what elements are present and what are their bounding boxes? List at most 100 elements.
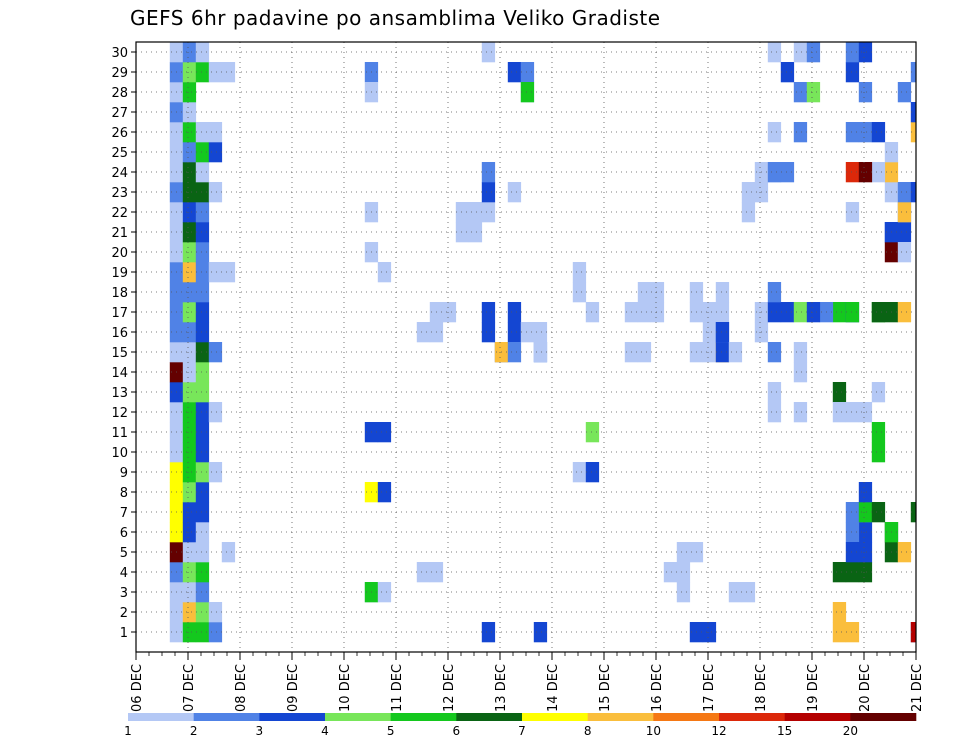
heatmap-cell xyxy=(741,582,756,603)
heatmap-cell xyxy=(858,122,873,143)
heatmap-cell xyxy=(793,42,808,63)
heatmap-cell xyxy=(195,42,210,63)
heatmap-cell xyxy=(858,482,873,503)
heatmap-cell xyxy=(767,302,782,323)
heatmap-cell xyxy=(910,102,917,123)
heatmap-cell xyxy=(897,222,912,243)
heatmap-cell xyxy=(702,622,717,643)
heatmap-cell xyxy=(676,562,691,583)
heatmap-cell xyxy=(208,182,223,203)
heatmap-cell xyxy=(858,402,873,423)
colorbar-swatch xyxy=(193,713,260,721)
heatmap-cell xyxy=(845,302,860,323)
heatmap-cell xyxy=(182,442,197,463)
heatmap-cell xyxy=(897,82,912,103)
heatmap-cell xyxy=(195,62,210,83)
heatmap-cell xyxy=(221,62,236,83)
heatmap-cell xyxy=(728,342,743,363)
y-tick-label: 14 xyxy=(111,366,128,381)
heatmap-cell xyxy=(507,62,522,83)
heatmap-cell xyxy=(182,282,197,303)
heatmap-cell xyxy=(858,42,873,63)
heatmap-cell xyxy=(182,402,197,423)
heatmap-cell xyxy=(676,582,691,603)
heatmap-cell xyxy=(182,322,197,343)
heatmap-cell xyxy=(481,42,496,63)
y-tick-label: 16 xyxy=(111,326,128,341)
heatmap-cell xyxy=(832,622,847,643)
x-tick-label: 19 DEC xyxy=(806,664,821,712)
heatmap-cell xyxy=(845,122,860,143)
y-tick-label: 15 xyxy=(111,346,128,361)
heatmap-cell xyxy=(702,322,717,343)
heatmap-cell xyxy=(182,602,197,623)
colorbar-label: 3 xyxy=(256,724,264,738)
y-tick-label: 19 xyxy=(111,266,128,281)
y-tick-label: 4 xyxy=(120,566,128,581)
heatmap-cell xyxy=(195,482,210,503)
heatmap-cell xyxy=(702,302,717,323)
heatmap-cell xyxy=(195,202,210,223)
heatmap-cell xyxy=(182,622,197,643)
heatmap-cell xyxy=(845,62,860,83)
y-tick-label: 2 xyxy=(120,606,128,621)
y-tick-label: 30 xyxy=(111,46,128,61)
heatmap-cell xyxy=(195,382,210,403)
y-tick-label: 18 xyxy=(111,286,128,301)
heatmap-cell xyxy=(195,362,210,383)
heatmap-cell xyxy=(182,462,197,483)
heatmap-cell xyxy=(845,542,860,563)
heatmap-cell xyxy=(507,302,522,323)
x-tick-label: 18 DEC xyxy=(754,664,769,712)
heatmap-cell xyxy=(520,62,535,83)
heatmap-cell xyxy=(182,242,197,263)
heatmap-cell xyxy=(377,482,392,503)
heatmap-cell xyxy=(845,622,860,643)
heatmap-cell xyxy=(520,322,535,343)
heatmap-cell xyxy=(208,602,223,623)
heatmap-cell xyxy=(195,562,210,583)
y-tick-label: 25 xyxy=(111,146,128,161)
heatmap-cell xyxy=(195,602,210,623)
heatmap-cell xyxy=(845,42,860,63)
heatmap-cell xyxy=(195,162,210,183)
colorbar-label: 12 xyxy=(711,724,726,738)
colorbar-label: 10 xyxy=(646,724,661,738)
heatmap-cell xyxy=(637,282,652,303)
y-tick-label: 9 xyxy=(120,466,128,481)
heatmap-cell xyxy=(637,342,652,363)
heatmap-cell xyxy=(676,542,691,563)
heatmap-cell xyxy=(182,202,197,223)
heatmap-cell xyxy=(910,502,917,523)
colorbar-swatch xyxy=(522,713,588,721)
heatmap-cell xyxy=(455,222,470,243)
heatmap-cell xyxy=(377,262,392,283)
heatmap-cell xyxy=(858,502,873,523)
colorbar-label: 6 xyxy=(453,724,461,738)
heatmap-cell xyxy=(793,342,808,363)
heatmap-cell xyxy=(221,542,236,563)
heatmap-cell xyxy=(416,562,431,583)
heatmap-cell xyxy=(481,302,496,323)
heatmap-cell xyxy=(533,622,548,643)
heatmap-cell xyxy=(377,422,392,443)
heatmap-cell xyxy=(182,62,197,83)
heatmap-cell xyxy=(195,542,210,563)
colorbar-swatch xyxy=(390,713,457,721)
heatmap-cell xyxy=(182,502,197,523)
heatmap-cell xyxy=(195,582,210,603)
heatmap-cell xyxy=(195,462,210,483)
colorbar-label: 20 xyxy=(843,724,858,738)
heatmap-cell xyxy=(871,162,886,183)
y-tick-label: 12 xyxy=(111,406,128,421)
heatmap-cell xyxy=(195,442,210,463)
heatmap-cell xyxy=(845,562,860,583)
x-tick-label: 10 DEC xyxy=(338,664,353,712)
heatmap-cell xyxy=(468,222,483,243)
heatmap-cell xyxy=(845,522,860,543)
heatmap-cell xyxy=(910,62,917,83)
heatmap-cell xyxy=(208,62,223,83)
heatmap-cell xyxy=(858,542,873,563)
heatmap-cell xyxy=(650,282,665,303)
heatmap-cell xyxy=(897,542,912,563)
